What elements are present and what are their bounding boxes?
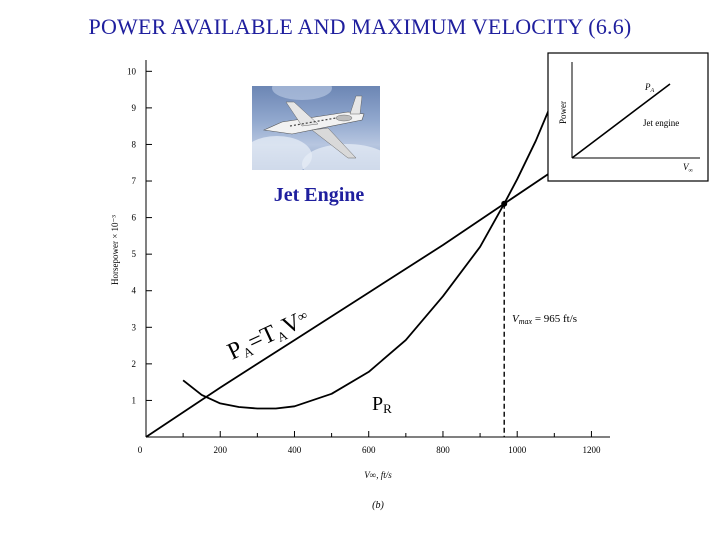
- y-axis-label: Horsepower × 10⁻³: [110, 215, 120, 285]
- x-tick-label: 200: [213, 445, 227, 455]
- y-tick-label: 7: [132, 176, 137, 186]
- slide-title: POWER AVAILABLE AND MAXIMUM VELOCITY (6.…: [88, 14, 632, 39]
- jet-engine-label: Jet Engine: [273, 184, 365, 206]
- chart-series: [145, 96, 556, 438]
- pr-label: PR: [372, 393, 392, 416]
- vmax-v: V: [512, 313, 520, 325]
- pr-label-sub: R: [383, 401, 392, 416]
- vmax-rest: = 965 ft/s: [532, 313, 577, 325]
- y-tick-label: 10: [127, 66, 137, 76]
- inset-xlabel-v: V: [683, 162, 690, 172]
- inset-pa-line: [571, 83, 671, 159]
- x-tick-label: 400: [288, 445, 302, 455]
- inset-curve-p: P: [644, 82, 651, 92]
- vmax-sub: max: [519, 317, 533, 326]
- x-tick-label: 800: [436, 445, 450, 455]
- inset-xlabel-sub: ∞: [689, 168, 694, 174]
- inset-ylabel: Power: [558, 101, 568, 124]
- y-tick-label: 8: [132, 139, 137, 149]
- inset-frame: [547, 52, 709, 182]
- x-tick-label: 1000: [508, 445, 527, 455]
- y-tick-label: 9: [132, 103, 137, 113]
- pr-curve: [182, 96, 556, 410]
- x-tick-label: 600: [362, 445, 376, 455]
- vmax-annotation: Vmax = 965 ft/s: [512, 313, 577, 326]
- y-tick-label: 4: [132, 286, 137, 296]
- chart-axes: [145, 60, 610, 438]
- pr-label-p: P: [372, 393, 383, 415]
- inset-xlabel: V∞: [683, 162, 694, 174]
- vmax-point: [501, 200, 508, 207]
- y-tick-label: 5: [132, 249, 137, 259]
- inset-engine-label: Jet engine: [643, 118, 679, 128]
- y-tick-label: 6: [132, 213, 137, 223]
- inset-diagram: Power PA Jet engine V∞: [547, 52, 709, 182]
- x-tick-label: 0: [138, 445, 143, 455]
- figure-label: (b): [372, 500, 384, 511]
- business-jet-photo-icon: [252, 86, 380, 170]
- y-tick-label: 1: [132, 395, 137, 405]
- y-tick-label: 3: [132, 322, 137, 332]
- chart-ticks: 1 2 3 4 5 6 7 8 9 10 0 200 400 600 800 1000 1200 V∞, ft/s…: [110, 66, 601, 480]
- inset-curve-label: PA: [644, 82, 655, 94]
- y-tick-label: 2: [132, 359, 137, 369]
- x-axis-label: V∞, ft/s: [364, 470, 392, 480]
- inset-curve-sub: A: [650, 88, 655, 94]
- x-tick-label: 1200: [582, 445, 601, 455]
